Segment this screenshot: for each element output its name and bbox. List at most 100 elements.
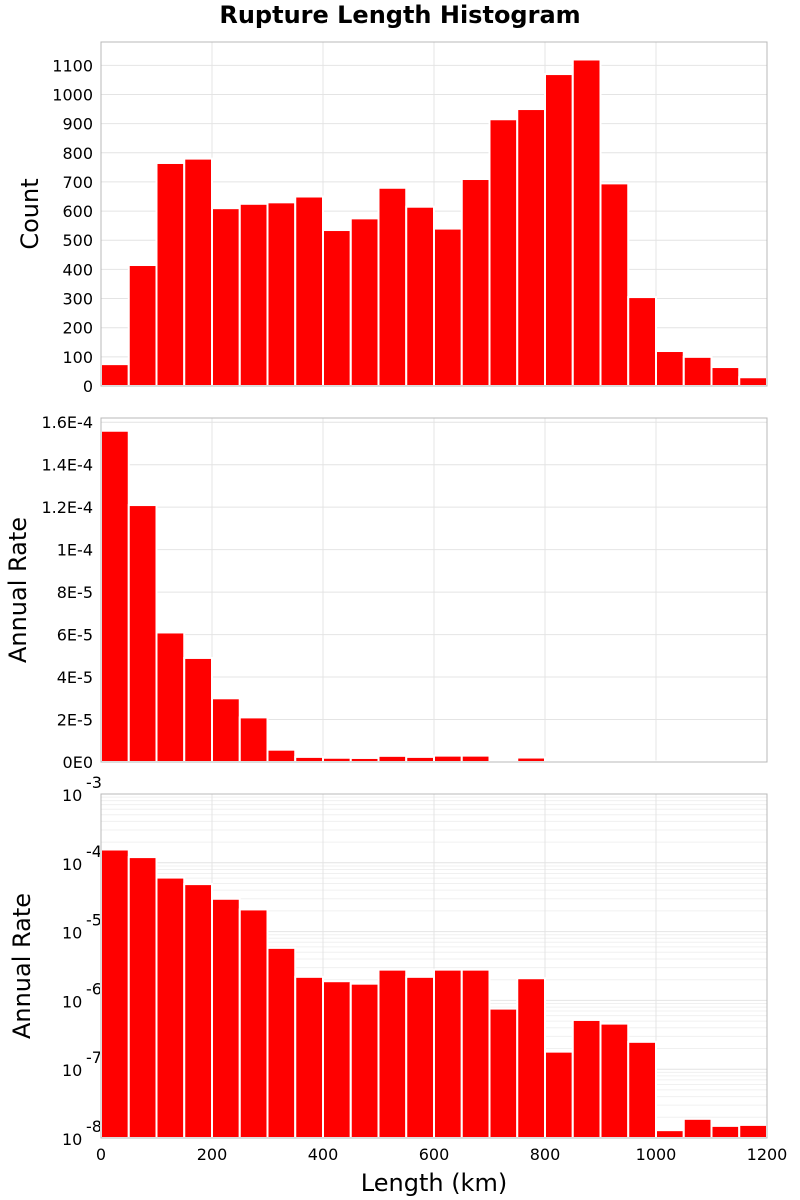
histogram-bar xyxy=(544,1050,574,1139)
histogram-bar xyxy=(127,856,158,1139)
histogram-bar xyxy=(377,754,408,764)
y-tick-label: 0 xyxy=(83,377,93,396)
histogram-bar xyxy=(433,968,463,1139)
x-tick-label: 0 xyxy=(96,1145,106,1164)
x-tick-label: 1200 xyxy=(747,1145,788,1164)
histogram-bar xyxy=(294,755,324,763)
histogram-bar xyxy=(127,264,158,387)
histogram-bar xyxy=(155,631,186,763)
y-tick-label: 900 xyxy=(62,115,93,134)
histogram-bar xyxy=(627,1040,657,1140)
y-tick-label: 1.4E-4 xyxy=(41,456,93,475)
histogram-bar xyxy=(599,182,630,387)
histogram-bar xyxy=(349,217,380,387)
histogram-bar xyxy=(266,201,297,387)
histogram-bar xyxy=(544,73,574,387)
y-axis-label: Annual Rate xyxy=(4,517,32,663)
histogram-bar xyxy=(377,186,408,387)
y-tick-label: 400 xyxy=(62,260,93,279)
y-tick-exponent: -3 xyxy=(86,773,102,792)
histogram-bar xyxy=(294,195,324,387)
histogram-bar xyxy=(100,363,130,387)
histogram-bar xyxy=(516,756,546,763)
histogram-bar xyxy=(266,946,297,1139)
histogram-bar xyxy=(710,1124,741,1139)
histogram-bar xyxy=(211,697,241,764)
histogram-bar xyxy=(349,756,380,764)
y-axis-label: Annual Rate xyxy=(8,893,36,1039)
histogram-bar xyxy=(155,161,186,387)
plot-frame xyxy=(100,793,768,1139)
histogram-bar xyxy=(655,350,685,387)
histogram-bar xyxy=(211,207,241,387)
y-tick-exponent: -7 xyxy=(86,1048,102,1067)
y-tick-label: 10 xyxy=(62,855,82,874)
y-tick-label: 500 xyxy=(62,231,93,250)
histogram-bar xyxy=(405,755,435,763)
histogram-bar xyxy=(405,205,435,387)
histogram-bar xyxy=(211,897,241,1139)
x-tick-label: 1000 xyxy=(636,1145,677,1164)
y-tick-label: 1.6E-4 xyxy=(41,413,93,432)
histogram-bar xyxy=(488,1007,519,1140)
histogram-bar xyxy=(155,876,186,1140)
histogram-bar xyxy=(516,108,546,388)
y-tick-exponent: -4 xyxy=(86,842,102,861)
y-tick-label: 10 xyxy=(62,1130,82,1149)
histogram-bar xyxy=(322,756,352,764)
plot-frame xyxy=(100,41,768,387)
y-tick-label: 10 xyxy=(62,992,82,1011)
y-tick-label: 4E-5 xyxy=(57,668,93,687)
histogram-bar xyxy=(627,296,657,387)
y-tick-label: 2E-5 xyxy=(57,711,93,730)
y-axis-label: Count xyxy=(16,178,44,249)
histogram-bar xyxy=(349,982,380,1139)
histogram-bar xyxy=(183,656,213,764)
histogram-bar xyxy=(738,376,768,388)
histogram-bar xyxy=(710,366,741,387)
histogram-bar xyxy=(682,355,713,387)
histogram-bar xyxy=(183,883,213,1139)
plot-frame xyxy=(100,417,768,763)
x-axis-label: Length (km) xyxy=(361,1169,507,1197)
histogram-bar xyxy=(516,977,546,1140)
histogram-bar xyxy=(127,504,158,763)
y-tick-exponent: -6 xyxy=(86,979,102,998)
y-tick-exponent: -5 xyxy=(86,911,102,930)
x-tick-label: 400 xyxy=(308,1145,339,1164)
histogram-bar xyxy=(571,58,602,388)
chart-title: Rupture Length Histogram xyxy=(219,1,580,29)
y-tick-label: 1.2E-4 xyxy=(41,498,93,517)
histogram-bar xyxy=(488,118,519,387)
histogram-bar xyxy=(183,157,213,387)
y-tick-label: 10 xyxy=(62,924,82,943)
y-tick-label: 10 xyxy=(62,786,82,805)
y-tick-label: 100 xyxy=(62,348,93,367)
chart-panel-1: 0 100 200 300 400 500 600 700 800 900 1000 1100 Coun… xyxy=(16,41,768,396)
histogram-bar xyxy=(433,227,463,387)
histogram-bar xyxy=(100,848,130,1139)
histogram-bar xyxy=(238,716,269,764)
histogram-bar xyxy=(655,1129,685,1139)
y-tick-label: 700 xyxy=(62,173,93,192)
histogram-bar xyxy=(738,1123,768,1139)
histogram-bar xyxy=(460,754,491,764)
histogram-bar xyxy=(405,975,435,1139)
histogram-bar xyxy=(294,975,324,1139)
histogram-bar xyxy=(238,202,269,387)
histogram-bar xyxy=(460,968,491,1139)
histogram-bar xyxy=(377,968,408,1139)
histogram-bar xyxy=(322,980,352,1139)
y-tick-label: 0E0 xyxy=(63,753,93,772)
histogram-bar xyxy=(433,754,463,764)
histogram-bar xyxy=(599,1022,630,1139)
histogram-bar xyxy=(571,1018,602,1139)
y-tick-label: 6E-5 xyxy=(57,626,93,645)
y-tick-label: 10 xyxy=(62,1061,82,1080)
y-tick-label: 1000 xyxy=(52,85,93,104)
histogram-bar xyxy=(322,229,352,387)
histogram-bar xyxy=(460,178,491,387)
y-tick-label: 600 xyxy=(62,202,93,221)
